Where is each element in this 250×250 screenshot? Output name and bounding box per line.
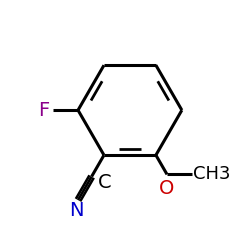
Text: C: C	[98, 173, 112, 192]
Text: O: O	[159, 179, 175, 198]
Text: N: N	[70, 201, 84, 220]
Text: F: F	[38, 101, 50, 120]
Text: CH3: CH3	[193, 166, 230, 184]
